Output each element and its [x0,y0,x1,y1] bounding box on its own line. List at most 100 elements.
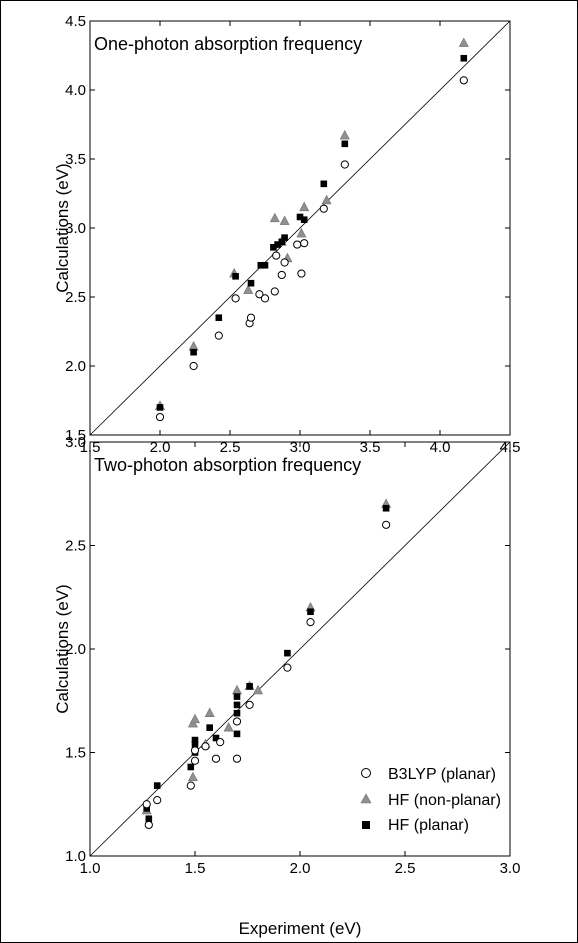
data-point-hf-non-planar [296,227,307,238]
data-point-hf-non-planar [458,37,469,47]
data-point-hf-non-planar [190,713,200,724]
data-point-hf-non-planar [279,215,290,225]
y-tick-labels: 1.0 1.5 2.0 2.5 3.0 [65,434,86,865]
data-point-b3lyp-planar [255,290,264,299]
data-point-b3lyp-planar [340,160,349,169]
data-point-hf-planar [143,805,150,812]
data-point-b3lyp-planar [201,742,210,751]
data-point-hf-non-planar [253,684,263,695]
data-point-hf-planar [257,261,265,269]
x-tick-label: 2.5 [220,439,241,456]
data-point-hf-non-planar [223,722,234,732]
data-point-b3lyp-planar [190,756,200,765]
panel-two-photon: 1.0 1.5 2.0 2.5 3.0 1.0 1.5 2.0 2.5 3.0 Two-phot… [53,434,520,938]
data-point-hf-planar [341,140,349,148]
data-point-b3lyp-planar [142,800,151,809]
data-point-hf-planar [300,216,308,224]
y-tick-label: 1.5 [65,427,86,444]
legend-item-hf-planar: HF (planar) [362,817,469,834]
data-point-hf-planar [191,740,199,748]
legend-label: HF (non-planar) [388,792,501,809]
data-point-hf-planar [145,815,153,823]
tick-marks [89,441,511,857]
y-tick-label: 3.0 [65,220,86,237]
y-tick-labels: 1.5 2.0 2.5 3.0 3.5 4.0 4.5 [65,13,86,444]
data-point-b3lyp-planar [144,820,153,830]
legend-item-b3lyp: B3LYP (planar) [361,766,496,783]
data-points [155,37,469,422]
data-point-hf-planar [382,504,390,512]
legend-label: B3LYP (planar) [388,766,496,783]
y-tick-label: 3.5 [65,151,86,168]
x-tick-label: 2.0 [150,439,171,456]
data-point-b3lyp-planar [190,746,200,755]
data-point-hf-planar [270,244,277,251]
data-point-b3lyp-planar [459,76,468,85]
x-tick-label: 3.0 [500,860,521,877]
data-point-b3lyp-planar [231,294,240,303]
data-point-b3lyp-planar [232,754,242,763]
x-tick-label: 2.5 [395,860,416,877]
x-tick-label: 4.0 [430,439,451,456]
data-point-hf-planar [460,54,468,62]
y-tick-label: 1.0 [65,848,86,865]
legend-item-hf-non-planar: HF (non-planar) [360,792,501,809]
data-point-b3lyp-planar [283,663,292,672]
data-point-b3lyp-planar [216,738,225,747]
data-point-hf-planar [278,238,286,246]
y-tick-label: 2.5 [65,289,86,306]
data-point-hf-planar [153,782,161,789]
data-point-hf-non-planar [204,707,215,717]
data-point-hf-non-planar [232,684,242,695]
data-point-hf-non-planar [339,129,350,140]
data-point-b3lyp-planar [189,361,198,371]
data-point-hf-planar [233,701,241,709]
chart-title: Two-photon absorption frequency [94,455,361,475]
data-point-hf-non-planar [187,771,198,782]
data-point-hf-planar [307,608,314,616]
y-tick-label: 3.0 [65,434,86,451]
data-point-hf-planar [281,234,288,241]
reference-diagonal-line [90,21,510,435]
chart-title: One-photon absorption frequency [94,34,362,54]
data-point-hf-planar [233,730,241,738]
data-point-b3lyp-planar [382,520,391,529]
data-point-b3lyp-planar [297,269,306,278]
data-point-hf-planar [156,404,164,411]
panel-one-photon: 1.5 2.0 2.5 3.0 3.5 4.0 4.5 1.5 2.0 2.5 3.0 3.5 4.0… [53,13,520,456]
x-tick-label: 3.5 [360,439,381,456]
data-point-hf-non-planar [243,284,254,294]
data-point-hf-planar [233,693,241,700]
y-tick-label: 2.5 [65,538,86,555]
data-point-hf-planar [190,348,197,356]
data-point-hf-planar [191,736,199,744]
x-tick-label: 1.5 [185,860,206,877]
x-axis-label: Experiment (eV) [239,919,362,938]
data-point-b3lyp-planar [319,204,328,213]
data-point-b3lyp-planar [214,331,223,340]
data-point-hf-planar [296,213,304,221]
data-point-b3lyp-planar [232,717,242,726]
x-tick-labels: 1.0 1.5 2.0 2.5 3.0 [80,860,521,877]
data-point-b3lyp-planar [153,796,162,805]
data-point-b3lyp-planar [277,270,286,280]
y-tick-label: 1.5 [65,745,86,762]
data-point-hf-non-planar [269,212,280,223]
data-point-hf-planar [284,649,291,657]
data-point-hf-planar [233,709,241,717]
data-point-b3lyp-planar [272,251,281,260]
legend-marker-square [362,821,370,829]
y-axis-label: Calculations (eV) [53,584,72,713]
x-tick-label: 1.0 [80,860,101,877]
data-point-hf-planar [215,314,223,321]
x-tick-label: 3.0 [290,439,311,456]
data-point-b3lyp-planar [186,781,195,790]
data-point-hf-planar [187,763,195,771]
legend: B3LYP (planar) HF (non-planar) HF (plana… [360,766,501,834]
y-axis-label: Calculations (eV) [53,163,72,292]
data-point-hf-planar [212,734,220,742]
data-point-b3lyp-planar [245,700,254,709]
data-points [141,498,392,830]
y-tick-label: 4.5 [65,13,86,30]
